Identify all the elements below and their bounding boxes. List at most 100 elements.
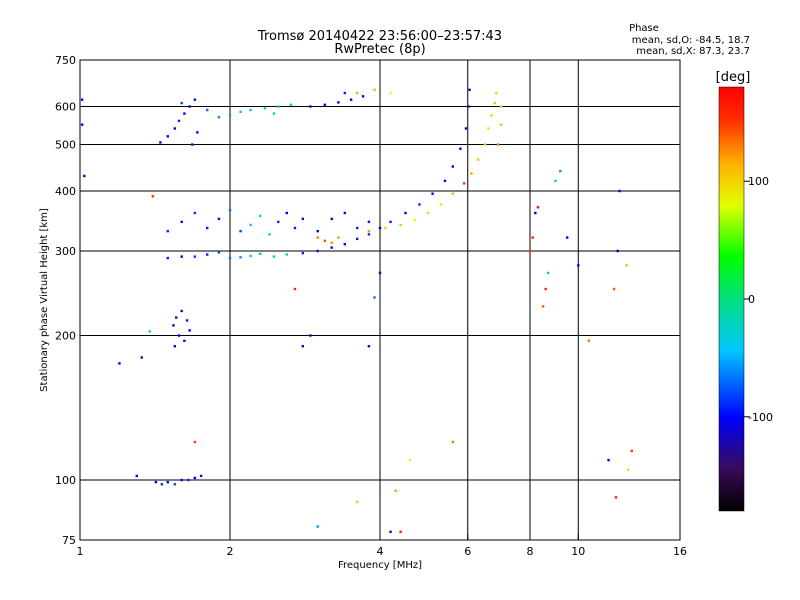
data-point [496, 143, 500, 146]
colorbar-tick-label: 100 [748, 175, 769, 188]
data-point [389, 530, 392, 534]
data-point [193, 440, 197, 444]
data-point [459, 147, 462, 150]
data-point [467, 105, 470, 108]
data-point [172, 324, 175, 327]
data-point [349, 98, 353, 101]
data-point [337, 101, 340, 104]
data-point [468, 88, 471, 92]
colorbar-label: [deg] [716, 70, 751, 85]
colorbar-tick-label: 0 [748, 293, 755, 306]
data-point [355, 226, 359, 230]
data-point [193, 211, 197, 215]
data-point [166, 229, 169, 233]
data-point [330, 217, 333, 221]
data-point [409, 458, 412, 462]
data-point [541, 305, 545, 308]
data-point [259, 214, 262, 218]
data-point [554, 179, 557, 183]
data-point [217, 116, 221, 119]
data-point [389, 220, 392, 224]
data-point [384, 226, 387, 230]
chart-subtitle: RwPretec (8p) [334, 42, 425, 57]
data-point [272, 255, 276, 258]
phase-mean-o: mean, sd,O: -84.5, 18.7 [632, 35, 750, 46]
colorbar-ticks: 100 0 -100 [744, 175, 773, 424]
data-point [293, 287, 297, 291]
data-point [272, 112, 276, 115]
data-point [587, 339, 591, 343]
data-point [477, 158, 480, 161]
data-point [373, 296, 376, 299]
data-point [451, 165, 455, 168]
data-point [443, 179, 447, 183]
data-point [462, 182, 466, 185]
data-point [373, 88, 376, 92]
data-point [536, 206, 540, 209]
data-point [343, 242, 347, 246]
data-point [614, 496, 618, 499]
data-point [399, 530, 402, 534]
data-point [239, 256, 242, 259]
data-point [239, 110, 242, 113]
data-point [301, 345, 305, 348]
data-point [361, 95, 365, 98]
data-point [316, 236, 319, 239]
data-point [173, 483, 177, 486]
data-point [427, 211, 430, 215]
y-tick-label: 750 [55, 54, 76, 67]
data-point [378, 226, 382, 230]
data-point [399, 223, 402, 227]
y-tick-label: 300 [55, 245, 76, 258]
data-point [177, 119, 181, 123]
x-tick-label: 1 [77, 545, 84, 558]
data-point [193, 476, 197, 480]
data-point [193, 98, 197, 101]
phase-heading: Phase [629, 23, 659, 34]
data-point [268, 233, 271, 236]
data-point [487, 127, 490, 130]
data-point [160, 483, 164, 486]
data-point [355, 237, 359, 241]
data-point [154, 480, 158, 484]
data-point [323, 103, 327, 106]
data-point [205, 108, 209, 112]
colorbar [718, 86, 745, 512]
data-point [239, 229, 242, 233]
data-point [316, 249, 319, 253]
data-point [118, 362, 121, 365]
phase-mean-x: mean, sd,X: 87.3, 23.7 [636, 46, 750, 57]
data-point [183, 339, 186, 343]
data-point [616, 249, 619, 253]
data-point [293, 226, 297, 230]
y-tick-label: 500 [55, 139, 76, 152]
data-point [367, 220, 371, 224]
data-point [249, 223, 252, 227]
data-point [166, 135, 169, 138]
data-point [330, 241, 333, 245]
data-point [301, 251, 305, 255]
data-point [546, 271, 550, 275]
data-point [205, 226, 209, 230]
data-point [404, 211, 407, 215]
data-point [217, 251, 221, 254]
data-point [199, 474, 203, 478]
y-tick-label: 600 [55, 101, 76, 114]
data-point [451, 440, 455, 444]
data-point [577, 264, 580, 267]
data-point [173, 127, 177, 130]
data-point [531, 236, 534, 239]
data-point [544, 287, 547, 291]
data-point [187, 478, 190, 482]
data-point [451, 192, 455, 195]
data-point [431, 192, 434, 195]
data-point [228, 114, 232, 117]
data-point [394, 489, 397, 492]
data-point [285, 211, 288, 215]
data-point [618, 189, 621, 193]
x-tick-label: 4 [377, 545, 384, 558]
data-point [464, 127, 468, 130]
x-tick-label: 10 [571, 545, 585, 558]
data-point [323, 239, 327, 243]
data-point [355, 500, 359, 504]
